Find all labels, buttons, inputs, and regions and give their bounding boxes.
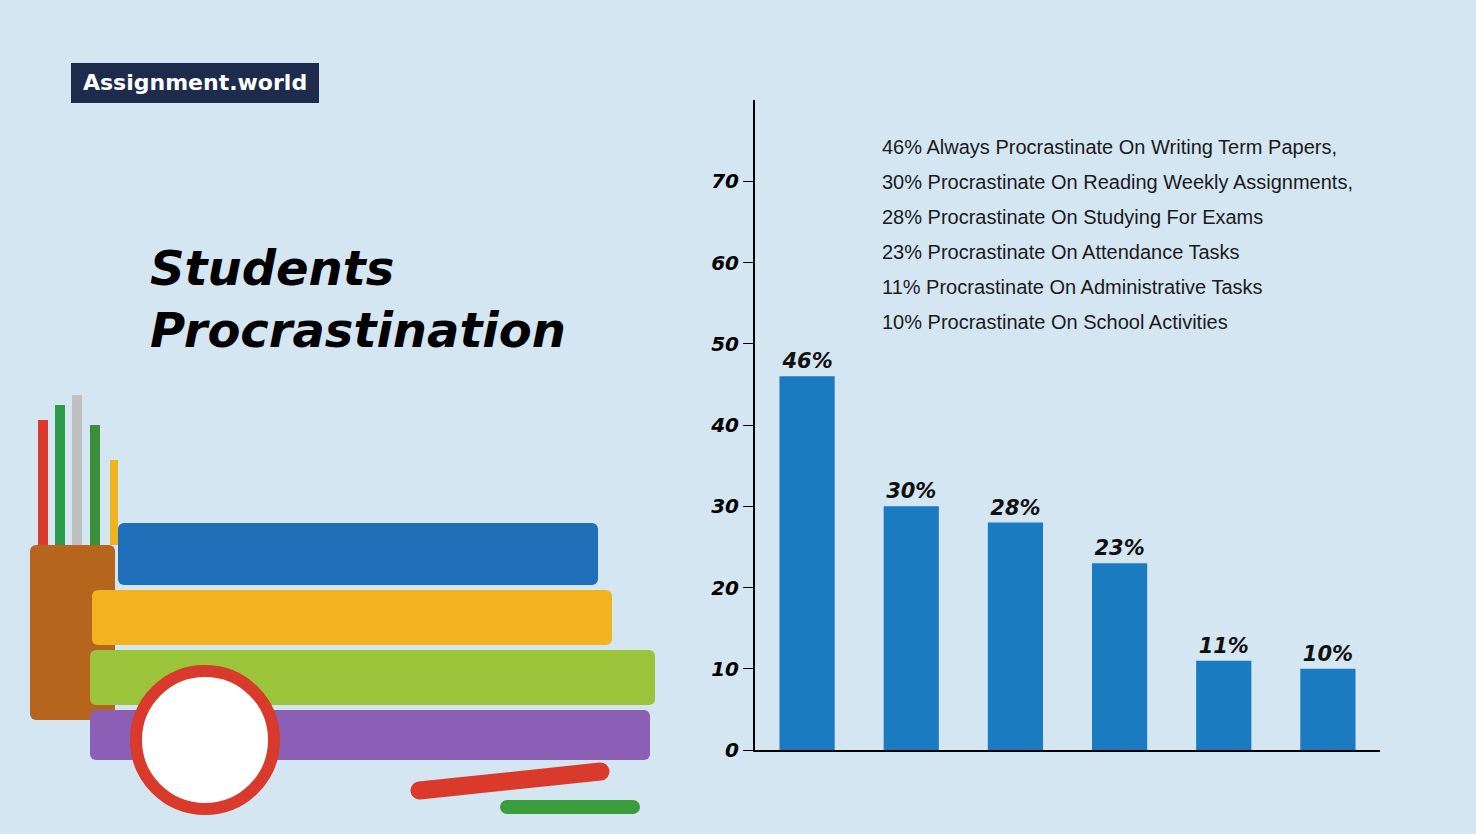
svg-text:46%: 46% (781, 349, 832, 373)
html-text:Assignment.world: Assignment.world (83, 70, 308, 95)
svg-text:11%: 11% (1199, 634, 1249, 658)
svg-text:30%: 30% (886, 479, 936, 503)
svg-text:10% Procrastinate On School Ac: 10% Procrastinate On School Activities (882, 311, 1228, 333)
svg-text:60: 60 (711, 251, 739, 275)
svg-text:46% Always Procrastinate On Wr: 46% Always Procrastinate On Writing Term… (882, 136, 1337, 158)
svg-text:28% Procrastinate On Studying: 28% Procrastinate On Studying For Exams (882, 206, 1263, 228)
svg-text:30: 30 (711, 494, 739, 518)
svg-text:40: 40 (710, 413, 739, 437)
svg-text:StudentsProcrastination: StudentsProcrastination (150, 240, 566, 358)
svg-text:70: 70 (711, 169, 739, 193)
svg-text:28%: 28% (990, 496, 1040, 520)
svg-text:11% Procrastinate On Administr: 11% Procrastinate On Administrative Task… (882, 276, 1263, 298)
svg-text:23%: 23% (1094, 536, 1144, 560)
svg-text:0: 0 (725, 738, 739, 762)
svg-text:30% Procrastinate On Reading W: 30% Procrastinate On Reading Weekly Assi… (882, 171, 1353, 193)
svg-text:23% Procrastinate On Attendanc: 23% Procrastinate On Attendance Tasks (882, 241, 1240, 263)
svg-text:10%: 10% (1303, 642, 1353, 666)
svg-text:10: 10 (711, 657, 739, 681)
svg-text:50: 50 (711, 332, 739, 356)
svg-text:20: 20 (711, 576, 739, 600)
